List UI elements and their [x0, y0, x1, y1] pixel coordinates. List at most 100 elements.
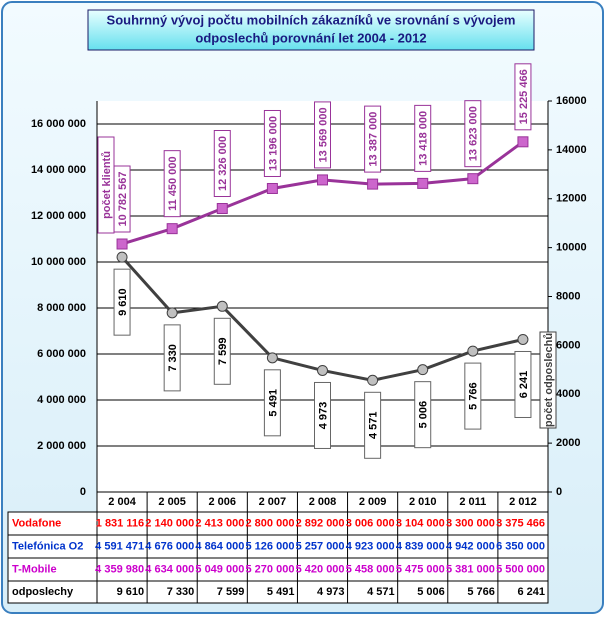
- point: [467, 173, 479, 185]
- table-cell: 2 892 000: [296, 517, 345, 529]
- table-cell: 5 458 000: [346, 563, 395, 575]
- value-label: 5 491: [263, 369, 281, 437]
- value-label-text: 7 330: [167, 344, 179, 372]
- table-cell: 5 257 000: [296, 540, 345, 552]
- y-tick-label: 16 000 000: [31, 118, 86, 130]
- value-label-box: [364, 391, 382, 459]
- y2-tick-label: 10000: [556, 242, 587, 254]
- value-label-text: 9 610: [117, 288, 129, 316]
- row-label: T-Mobile: [12, 563, 57, 575]
- value-label-box: [213, 317, 231, 385]
- series-annotation: počet klientů: [97, 136, 115, 234]
- value-label-text: 13 623 000: [468, 106, 480, 161]
- value-label-box: [213, 130, 231, 198]
- table-cell: 7 599: [217, 586, 245, 598]
- point: [417, 177, 429, 189]
- value-label-text: 13 387 000: [368, 112, 380, 167]
- value-label-box: [514, 63, 532, 131]
- point: [517, 136, 529, 148]
- value-label-box: [464, 362, 482, 430]
- table-cell: 4 571: [367, 586, 395, 598]
- x-tick-label: 2 012: [509, 496, 537, 508]
- table-cell: 5 420 000: [296, 563, 345, 575]
- x-tick-label: 2 008: [309, 496, 337, 508]
- table-cell: 6 350 000: [496, 540, 545, 552]
- table-cell: 5 270 000: [246, 563, 295, 575]
- y-tick-label: 6 000 000: [37, 348, 86, 360]
- value-label: 12 326 000: [213, 130, 231, 198]
- chart-title: Souhrnný vývoj počtu mobilních zákazníků…: [107, 12, 516, 27]
- table-cell: 4 973: [317, 586, 345, 598]
- table-cell: 4 591 471: [95, 540, 144, 552]
- value-label-text: 4 973: [317, 402, 329, 430]
- value-label-box: [464, 100, 482, 168]
- table-cell: 4 864 000: [195, 540, 244, 552]
- value-label-box: [263, 369, 281, 437]
- point: [216, 300, 228, 312]
- chart-subtitle: odposlechů porovnání let 2004 - 2012: [195, 30, 426, 45]
- point: [166, 223, 178, 235]
- table-cell: 5 475 000: [396, 563, 445, 575]
- table-cell: 4 359 980: [95, 563, 144, 575]
- table-cell: 4 942 000: [446, 540, 495, 552]
- point: [116, 238, 128, 250]
- value-label: 10 782 567: [113, 165, 131, 233]
- table-cell: 7 330: [167, 586, 195, 598]
- y2-tick-label: 16000: [556, 95, 587, 107]
- x-tick-label: 2 004: [108, 496, 136, 508]
- y2-tick-label: 8000: [556, 290, 580, 302]
- value-label: 5 006: [414, 381, 432, 449]
- value-label: 13 387 000: [364, 105, 382, 173]
- value-label-text: 5 491: [267, 389, 279, 417]
- table-cell: 5 126 000: [246, 540, 295, 552]
- value-label: 4 571: [364, 391, 382, 459]
- table-cell: 5 006: [417, 586, 445, 598]
- table-cell: 3 300 000: [446, 517, 495, 529]
- table-cell: 5 381 000: [446, 563, 495, 575]
- table-cell: 3 104 000: [396, 517, 445, 529]
- value-label-text: 4 571: [368, 412, 380, 440]
- value-label-box: [113, 268, 131, 336]
- value-label: 6 241: [514, 350, 532, 418]
- annotation-box: [97, 136, 115, 234]
- point: [166, 307, 178, 319]
- value-label-text: 13 569 000: [317, 107, 329, 162]
- y-tick-label: 8 000 000: [37, 302, 86, 314]
- value-label: 7 330: [163, 324, 181, 392]
- x-tick-label: 2 005: [158, 496, 186, 508]
- value-label: 4 973: [314, 381, 331, 449]
- y-tick-label: 10 000 000: [31, 256, 86, 268]
- y-tick-label: 0: [80, 486, 86, 498]
- row-label: odposlechy: [12, 586, 74, 598]
- value-label: 7 599: [213, 317, 231, 385]
- value-label-box: [314, 101, 331, 169]
- point: [216, 203, 228, 215]
- x-tick-label: 2 011: [459, 496, 486, 508]
- value-label-box: [314, 381, 331, 449]
- point: [116, 251, 128, 263]
- point: [266, 352, 278, 364]
- table-cell: 4 634 000: [145, 563, 194, 575]
- value-label-box: [514, 350, 532, 418]
- value-label: 15 225 466: [514, 63, 532, 131]
- row-label: Telefónica O2: [12, 540, 83, 552]
- table-cell: 4 923 000: [346, 540, 395, 552]
- value-label-text: 13 196 000: [267, 116, 279, 171]
- table-cell: 5 491: [267, 586, 295, 598]
- table-cell: 2 800 000: [246, 517, 295, 529]
- y2-tick-label: 0: [556, 486, 562, 498]
- value-label: 13 623 000: [464, 100, 482, 168]
- row-label: Vodafone: [12, 517, 61, 529]
- value-label-text: 10 782 567: [117, 171, 129, 226]
- value-label-box: [163, 324, 181, 392]
- value-label-text: 6 241: [518, 371, 530, 399]
- point: [517, 333, 529, 345]
- series-annotation: počet odposlechů: [539, 331, 557, 429]
- value-label-text: 15 225 466: [518, 69, 530, 124]
- y-tick-label: 4 000 000: [37, 394, 86, 406]
- y2-tick-label: 12000: [556, 193, 587, 205]
- table-cell: 9 610: [117, 586, 145, 598]
- value-label: 13 196 000: [263, 109, 281, 177]
- y-tick-label: 14 000 000: [31, 164, 86, 176]
